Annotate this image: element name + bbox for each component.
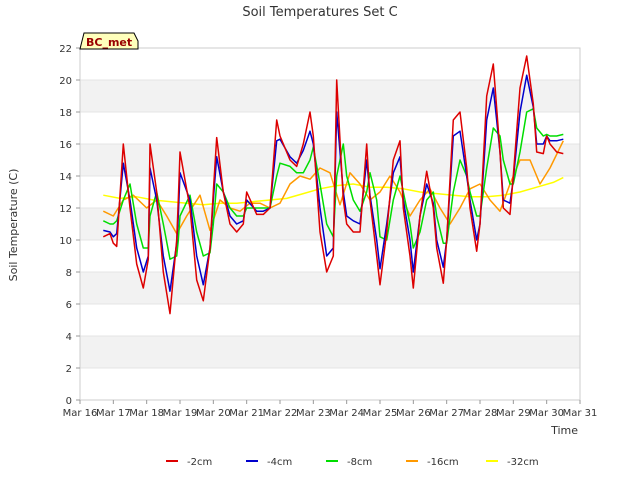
x-tick-label: Mar 31 bbox=[563, 408, 598, 419]
x-tick-label: Mar 30 bbox=[529, 408, 564, 419]
x-tick-label: Mar 23 bbox=[296, 408, 331, 419]
legend: -2cm -4cm -8cm -16cm -32cm bbox=[166, 457, 539, 468]
annotation-text: BC_met bbox=[86, 36, 132, 49]
y-tick-label: 14 bbox=[59, 172, 72, 183]
grid-band bbox=[80, 336, 580, 368]
grid-band bbox=[80, 272, 580, 304]
grid-bands bbox=[80, 47, 580, 401]
y-tick-label: 12 bbox=[59, 204, 72, 215]
y-axis-ticks: 0 2 4 6 8 10 12 14 16 18 20 22 bbox=[59, 44, 80, 407]
y-tick-label: 20 bbox=[59, 76, 72, 87]
y-tick-label: 0 bbox=[66, 396, 72, 407]
series-lines bbox=[102, 55, 564, 315]
legend-label: -16cm bbox=[427, 457, 459, 468]
x-axis-label: Time bbox=[550, 424, 578, 437]
y-tick-label: 22 bbox=[59, 44, 72, 55]
x-tick-label: Mar 24 bbox=[329, 408, 364, 419]
chart-title: Soil Temperatures Set C bbox=[242, 5, 397, 20]
y-tick-label: 16 bbox=[59, 140, 72, 151]
x-tick-label: Mar 19 bbox=[163, 408, 198, 419]
y-tick-label: 8 bbox=[66, 268, 72, 279]
y-tick-label: 10 bbox=[59, 236, 72, 247]
x-tick-label: Mar 21 bbox=[229, 408, 264, 419]
y-tick-label: 4 bbox=[66, 332, 72, 343]
legend-label: -8cm bbox=[347, 457, 372, 468]
x-tick-label: Mar 26 bbox=[396, 408, 431, 419]
x-tick-label: Mar 17 bbox=[96, 408, 131, 419]
grid-band bbox=[80, 144, 580, 176]
x-tick-label: Mar 27 bbox=[429, 408, 464, 419]
x-tick-label: Mar 16 bbox=[63, 408, 98, 419]
y-tick-label: 2 bbox=[66, 364, 72, 375]
series-line-m2cm bbox=[102, 55, 564, 315]
grid-band bbox=[80, 208, 580, 240]
y-tick-label: 18 bbox=[59, 108, 72, 119]
y-axis-label: Soil Temperature (C) bbox=[7, 169, 20, 282]
station-annotation: BC_met bbox=[79, 32, 139, 50]
legend-label: -32cm bbox=[507, 457, 539, 468]
x-tick-label: Mar 22 bbox=[263, 408, 298, 419]
plot-frame bbox=[79, 47, 581, 401]
x-tick-label: Mar 29 bbox=[496, 408, 531, 419]
annotation-box bbox=[79, 32, 139, 50]
x-tick-label: Mar 18 bbox=[129, 408, 164, 419]
x-tick-label: Mar 25 bbox=[363, 408, 398, 419]
y-tick-label: 6 bbox=[66, 300, 72, 311]
x-tick-label: Mar 20 bbox=[196, 408, 231, 419]
legend-label: -4cm bbox=[267, 457, 292, 468]
grid-band bbox=[80, 80, 580, 112]
x-tick-label: Mar 28 bbox=[463, 408, 498, 419]
legend-label: -2cm bbox=[187, 457, 212, 468]
